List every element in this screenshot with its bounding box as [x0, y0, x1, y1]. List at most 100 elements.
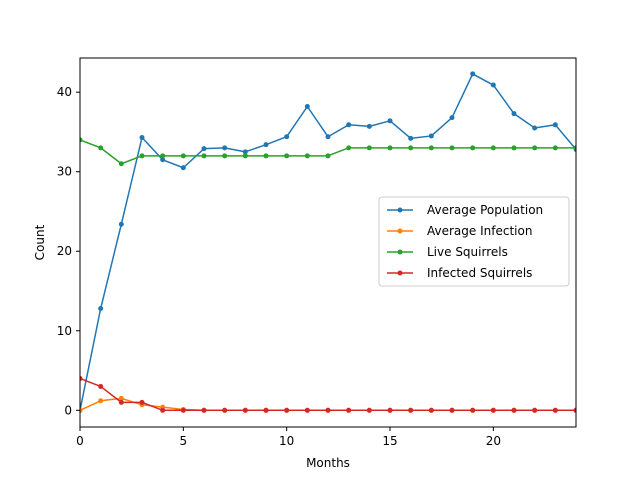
data-point-infected-squirrels: [284, 407, 290, 413]
data-point-average-population: [346, 122, 352, 128]
y-axis-label: Count: [33, 224, 47, 260]
data-point-average-population: [532, 125, 538, 131]
data-point-average-population: [470, 71, 476, 77]
data-point-average-population: [242, 149, 248, 155]
legend-entry: Average Population: [387, 203, 543, 217]
data-point-average-population: [284, 134, 290, 140]
series-average-population: [80, 71, 576, 413]
data-point-average-population: [428, 133, 434, 139]
data-point-infected-squirrels: [118, 399, 124, 405]
data-point-infected-squirrels: [511, 407, 517, 413]
legend-label: Average Infection: [427, 224, 532, 238]
data-point-live-squirrels: [263, 153, 269, 159]
data-point-live-squirrels: [118, 161, 124, 167]
data-point-live-squirrels: [180, 153, 186, 159]
data-point-average-population: [408, 135, 414, 141]
data-point-average-population: [511, 111, 517, 117]
data-point-live-squirrels: [511, 145, 517, 151]
legend-marker: [397, 228, 403, 234]
data-point-live-squirrels: [242, 153, 248, 159]
legend-entry: Average Infection: [387, 224, 532, 238]
data-point-infected-squirrels: [160, 407, 166, 413]
data-point-average-population: [139, 135, 145, 141]
y-tick-label: 30: [57, 165, 72, 179]
data-point-live-squirrels: [470, 145, 476, 151]
x-tick-label: 5: [180, 434, 188, 448]
data-point-infected-squirrels: [470, 407, 476, 413]
legend-marker: [397, 270, 403, 276]
data-point-live-squirrels: [552, 145, 558, 151]
legend-label: Live Squirrels: [427, 245, 508, 259]
data-point-average-population: [304, 104, 310, 110]
data-point-average-population: [263, 142, 269, 148]
data-point-live-squirrels: [532, 145, 538, 151]
data-point-average-infection: [80, 407, 83, 413]
data-point-infected-squirrels: [552, 407, 558, 413]
data-point-average-population: [387, 118, 393, 124]
data-point-live-squirrels: [201, 153, 207, 159]
data-point-live-squirrels: [80, 137, 83, 143]
data-point-live-squirrels: [346, 145, 352, 151]
data-point-live-squirrels: [366, 145, 372, 151]
data-point-infected-squirrels: [263, 407, 269, 413]
legend-entry: Infected Squirrels: [387, 266, 532, 280]
data-point-average-population: [222, 145, 228, 151]
data-point-infected-squirrels: [387, 407, 393, 413]
legend-marker: [397, 207, 403, 213]
data-point-live-squirrels: [408, 145, 414, 151]
data-point-live-squirrels: [304, 153, 310, 159]
y-tick-label: 40: [57, 85, 72, 99]
data-point-average-population: [552, 122, 558, 128]
data-point-infected-squirrels: [428, 407, 434, 413]
legend-label: Infected Squirrels: [427, 266, 532, 280]
data-point-infected-squirrels: [532, 407, 538, 413]
data-point-average-infection: [98, 398, 104, 404]
data-point-infected-squirrels: [325, 407, 331, 413]
data-point-average-population: [160, 157, 166, 163]
data-point-live-squirrels: [573, 145, 576, 151]
data-point-average-infection: [118, 395, 124, 401]
data-point-average-population: [118, 221, 124, 227]
y-tick-label: 10: [57, 324, 72, 338]
data-point-infected-squirrels: [222, 407, 228, 413]
data-point-infected-squirrels: [201, 407, 207, 413]
legend-box: [378, 196, 570, 287]
data-point-live-squirrels: [490, 145, 496, 151]
data-point-average-population: [325, 134, 331, 140]
data-point-infected-squirrels: [346, 407, 352, 413]
legend-label: Average Population: [427, 203, 543, 217]
data-point-infected-squirrels: [490, 407, 496, 413]
data-point-live-squirrels: [387, 145, 393, 151]
data-point-average-population: [449, 115, 455, 121]
data-point-infected-squirrels: [573, 407, 576, 413]
y-tick-label: 20: [57, 244, 72, 258]
data-point-infected-squirrels: [80, 375, 83, 381]
data-point-live-squirrels: [284, 153, 290, 159]
data-point-average-population: [490, 82, 496, 88]
x-tick-label: 0: [76, 434, 84, 448]
data-point-infected-squirrels: [242, 407, 248, 413]
legend-marker: [397, 249, 403, 255]
data-point-live-squirrels: [139, 153, 145, 159]
series-layer: [80, 71, 576, 413]
data-point-live-squirrels: [222, 153, 228, 159]
data-point-infected-squirrels: [304, 407, 310, 413]
data-point-infected-squirrels: [408, 407, 414, 413]
data-point-live-squirrels: [428, 145, 434, 151]
series-infected-squirrels: [80, 375, 576, 413]
data-point-infected-squirrels: [139, 399, 145, 405]
data-point-live-squirrels: [98, 145, 104, 151]
data-point-infected-squirrels: [98, 383, 104, 389]
x-axis-label: Months: [306, 456, 350, 470]
x-tick-label: 10: [279, 434, 294, 448]
data-point-live-squirrels: [325, 153, 331, 159]
series-live-squirrels: [80, 137, 576, 167]
data-point-live-squirrels: [449, 145, 455, 151]
data-point-infected-squirrels: [180, 407, 186, 413]
data-point-infected-squirrels: [366, 407, 372, 413]
data-point-average-population: [201, 146, 207, 152]
data-point-average-population: [98, 306, 104, 312]
axes-layer: 0 5 10 15 20 0 10 20 30 40: [57, 85, 501, 448]
data-point-average-population: [180, 165, 186, 171]
